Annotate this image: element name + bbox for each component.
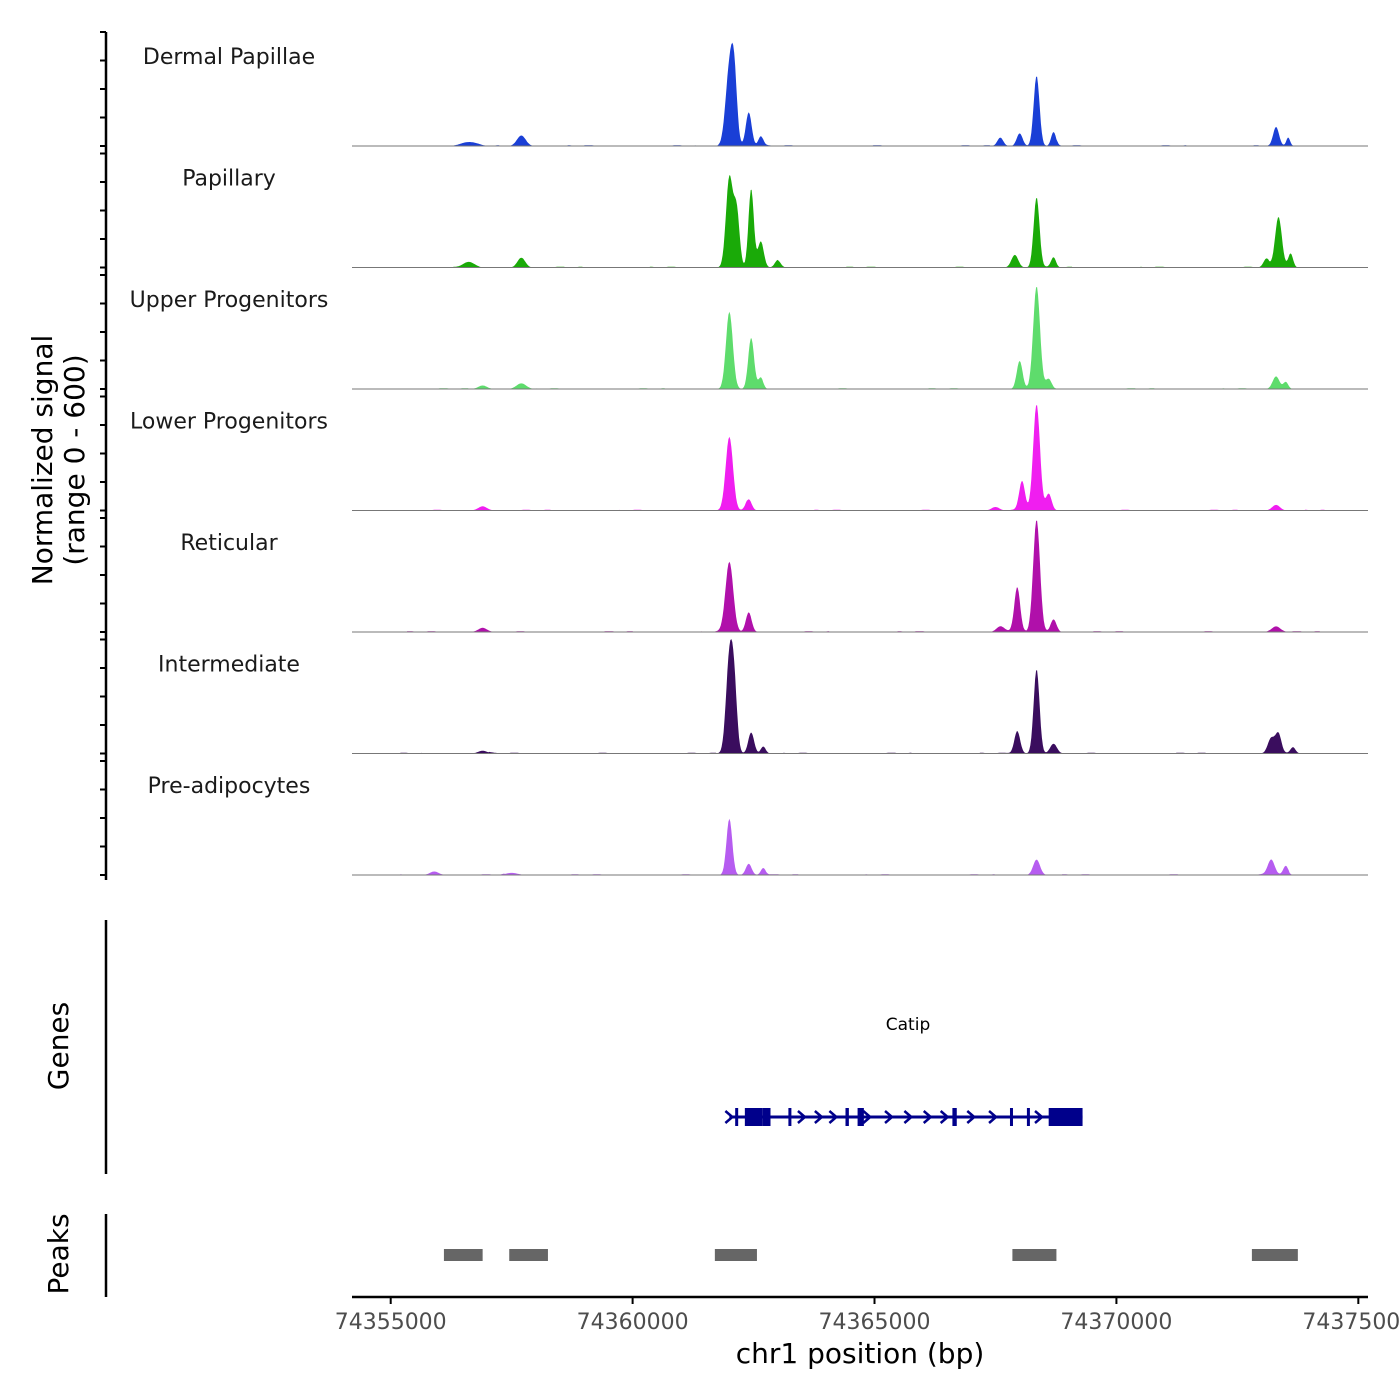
- x-tick-label: 74365000: [819, 1310, 931, 1335]
- strand-arrow: [797, 1110, 807, 1124]
- signal-area: [400, 175, 1325, 268]
- peak-region: [714, 1249, 757, 1261]
- strand-arrow: [814, 1110, 824, 1124]
- track-label: Intermediate: [158, 653, 300, 678]
- x-tick-label: 74370000: [1060, 1310, 1172, 1335]
- strand-arrow: [1034, 1110, 1044, 1124]
- gene-exon: [735, 1108, 739, 1126]
- x-tick-label: 74360000: [577, 1310, 689, 1335]
- strand-arrow: [862, 1110, 873, 1124]
- track-label: Reticular: [180, 531, 278, 556]
- track-label: Papillary: [182, 167, 276, 192]
- coverage-tracks: Dermal Papillae Papillary Upper Progenitor…: [100, 31, 1368, 876]
- signal-area: [400, 405, 1325, 511]
- x-tick-label: 74375000: [1302, 1310, 1400, 1335]
- strand-arrow: [903, 1110, 914, 1124]
- y-axis-range-label: (range 0 - 600): [58, 354, 91, 565]
- gene-exon: [857, 1108, 864, 1126]
- peaks-axis-label: Peaks: [42, 1213, 75, 1294]
- strand-arrow: [939, 1110, 950, 1124]
- strand-arrow: [884, 1110, 894, 1124]
- track-papillary: Papillary: [100, 152, 1368, 269]
- peak-region: [1012, 1249, 1057, 1261]
- gene-model: Catip: [724, 1015, 1083, 1126]
- peak-region: [1251, 1249, 1298, 1261]
- track-label: Lower Progenitors: [130, 410, 328, 435]
- gene-exon: [1009, 1108, 1013, 1126]
- x-axis-label: chr1 position (bp): [736, 1337, 985, 1370]
- gene-name-label: Catip: [886, 1015, 930, 1035]
- strand-arrow: [828, 1110, 839, 1124]
- gene-exon: [1026, 1108, 1030, 1126]
- peak-region: [443, 1249, 483, 1261]
- track-intermediate: Intermediate: [100, 638, 1368, 755]
- gene-track: Catip: [724, 1015, 1083, 1126]
- track-lower-progenitors: Lower Progenitors: [100, 395, 1368, 512]
- x-axis: 74355000 74360000 74365000 74370000 74375000: [335, 1295, 1400, 1335]
- gene-exon: [744, 1108, 763, 1126]
- peak-region: [509, 1249, 548, 1261]
- strand-arrow: [988, 1110, 998, 1124]
- track-reticular: Reticular: [100, 517, 1368, 633]
- gene-exon: [845, 1108, 849, 1126]
- signal-area: [400, 520, 1325, 632]
- gene-exon: [952, 1108, 957, 1126]
- gene-exon: [1048, 1108, 1083, 1126]
- peak-track: [443, 1249, 1298, 1261]
- track-label: Dermal Papillae: [143, 45, 315, 70]
- track-dermal-papillae: Dermal Papillae: [100, 31, 1368, 147]
- track-label: Upper Progenitors: [130, 288, 329, 313]
- gene-exon: [788, 1108, 792, 1126]
- signal-area: [400, 818, 1325, 875]
- strand-arrow: [922, 1110, 933, 1124]
- strand-arrow: [966, 1110, 977, 1124]
- track-upper-progenitors: Upper Progenitors: [100, 274, 1368, 390]
- signal-area: [400, 42, 1325, 146]
- track-pre-adipocytes: Pre-adipocytes: [100, 760, 1368, 876]
- x-tick-label: 74355000: [335, 1310, 447, 1335]
- signal-area: [400, 287, 1325, 389]
- strand-arrow: [724, 1110, 735, 1124]
- gene-exon: [762, 1108, 771, 1126]
- track-label: Pre-adipocytes: [148, 774, 311, 799]
- signal-area: [400, 639, 1325, 754]
- y-axis-label: Normalized signal: [26, 335, 59, 586]
- genes-axis-label: Genes: [42, 1002, 75, 1090]
